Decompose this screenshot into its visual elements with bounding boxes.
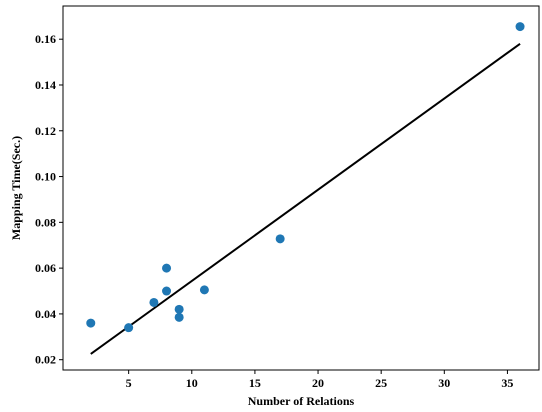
y-tick-label: 0.08 — [35, 215, 56, 229]
x-axis-ticks: 5 10 15 20 25 30 35 — [126, 370, 513, 390]
regression-line-group — [90, 42, 521, 355]
y-tick-label: 0.16 — [35, 32, 56, 46]
data-point — [162, 286, 172, 296]
y-axis-title: Mapping Time(Sec.) — [9, 136, 23, 240]
x-tick-label: 10 — [186, 376, 198, 390]
data-points — [86, 22, 525, 333]
y-tick-label: 0.06 — [35, 261, 56, 275]
y-tick-label: 0.02 — [35, 353, 56, 367]
data-point — [515, 22, 525, 32]
x-tick-label: 5 — [126, 376, 132, 390]
data-point — [174, 304, 184, 314]
data-point — [149, 297, 159, 307]
x-tick-label: 35 — [501, 376, 513, 390]
regression-line — [90, 42, 521, 355]
y-tick-label: 0.12 — [35, 124, 56, 138]
y-axis-ticks: 0.02 0.04 0.06 0.08 0.10 0.12 0.14 0.16 — [35, 32, 63, 367]
data-point — [162, 263, 172, 273]
x-tick-label: 25 — [375, 376, 387, 390]
y-tick-label: 0.04 — [35, 307, 56, 321]
data-point — [124, 323, 134, 333]
x-axis-title: Number of Relations — [248, 394, 355, 408]
data-point — [174, 312, 184, 322]
x-tick-label: 15 — [249, 376, 261, 390]
y-tick-label: 0.10 — [35, 170, 56, 184]
data-point — [199, 285, 209, 295]
plot-frame — [62, 5, 540, 371]
data-point — [275, 234, 285, 244]
data-point — [86, 318, 96, 328]
x-tick-label: 20 — [312, 376, 324, 390]
x-tick-label: 30 — [438, 376, 450, 390]
y-tick-label: 0.14 — [35, 78, 56, 92]
